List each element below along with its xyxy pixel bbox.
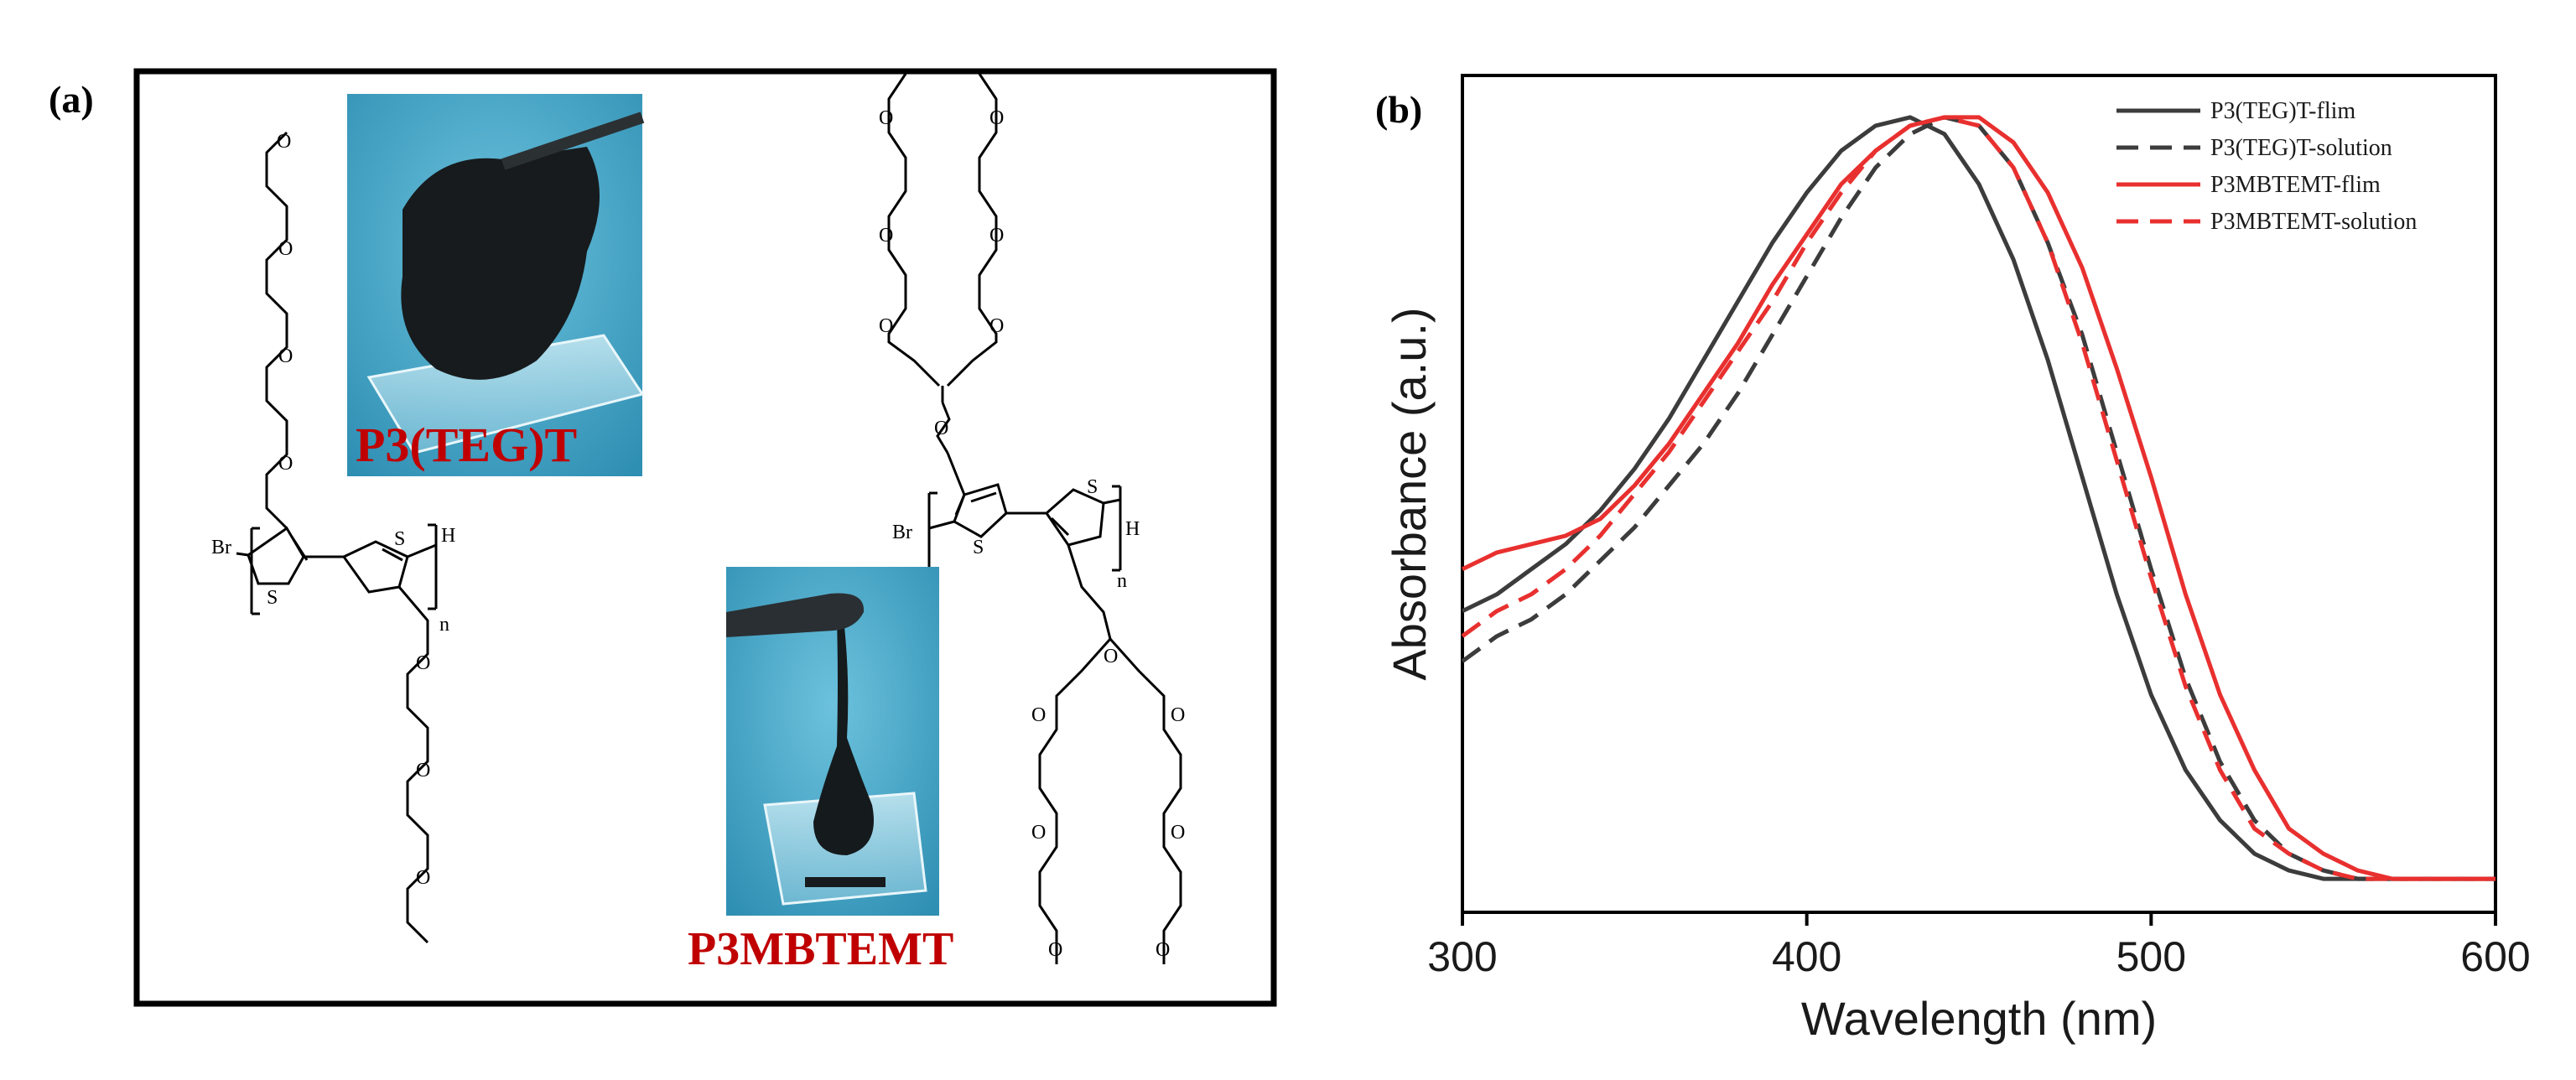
panel-label-b: (b) — [1375, 88, 1423, 131]
end-group-h: H — [441, 525, 455, 547]
atom-o: O — [989, 315, 1004, 337]
series-layer — [1461, 115, 2496, 881]
legend-label-1: P3(TEG)T-flim — [2210, 98, 2355, 124]
repeat-n: n — [1117, 570, 1127, 592]
polymer-strip — [805, 877, 886, 887]
plot-area-frame — [1461, 74, 2497, 914]
photo-p3mbtemt — [726, 567, 939, 916]
x-tick-label: 400 — [1772, 933, 1841, 980]
atom-o: O — [1031, 822, 1046, 844]
photo-caption-p3mbtemt: P3MBTEMT — [688, 923, 953, 975]
atom-o: O — [989, 225, 1004, 247]
atom-o: O — [879, 315, 893, 337]
legend-label-4: P3MBTEMT-solution — [2210, 209, 2417, 235]
atom-o: O — [278, 345, 293, 367]
atom-o: O — [277, 131, 291, 153]
molecule-p3tegt-structure — [236, 131, 438, 944]
legend-label-3: P3MBTEMT-flim — [2210, 172, 2381, 198]
tick-layer: 300 400 500 600 — [1427, 912, 2531, 980]
atom-o: O — [1171, 822, 1185, 844]
end-group-br: Br — [211, 537, 231, 558]
panel-a: O O O O Br S S H n O O O P3(TEG)T — [133, 68, 1277, 1007]
legend: P3(TEG)T-flim P3(TEG)T-solution P3MBTEMT-f… — [2116, 98, 2417, 235]
atom-o: O — [989, 107, 1004, 129]
x-tick-label: 600 — [2460, 933, 2530, 980]
molecule-p3mbtemt-structure — [887, 73, 1182, 964]
tweezer — [501, 112, 645, 170]
end-group-br: Br — [892, 522, 912, 543]
atom-o: O — [934, 418, 948, 439]
atom-o: O — [416, 760, 430, 781]
polymer-droplet — [813, 619, 874, 855]
atom-o: O — [416, 867, 430, 889]
x-tick-label: 300 — [1427, 933, 1497, 980]
repeat-n: n — [439, 614, 449, 636]
atom-o: O — [1156, 939, 1170, 961]
ring-sulfur: S — [1087, 476, 1098, 498]
atom-o: O — [1048, 939, 1062, 961]
spatula — [726, 593, 865, 637]
photo-caption-p3tegt: P3(TEG)T — [356, 418, 577, 472]
series-line-3 — [1461, 115, 2496, 881]
ring-sulfur: S — [267, 587, 278, 609]
photo-p3tegt: P3(TEG)T — [347, 94, 645, 476]
series-line-4 — [1461, 115, 2496, 881]
y-axis-label: Absorbance (a.u.) — [1383, 307, 1436, 680]
panel-label-a: (a) — [49, 78, 94, 121]
atom-o: O — [416, 652, 430, 674]
x-axis-label: Wavelength (nm) — [1801, 992, 2157, 1045]
legend-label-2: P3(TEG)T-solution — [2210, 135, 2392, 161]
atom-o: O — [278, 238, 293, 260]
end-group-h: H — [1125, 518, 1140, 540]
atom-o: O — [1031, 704, 1046, 726]
panel-a-frame — [133, 68, 1277, 1007]
series-line-1 — [1461, 115, 2496, 881]
atom-o: O — [879, 107, 893, 129]
x-tick-label: 500 — [2116, 933, 2186, 980]
molecule-p3tegt-atoms: O O O O Br S S H n O O O — [211, 131, 455, 889]
atom-o: O — [1171, 704, 1185, 726]
atom-o: O — [879, 225, 893, 247]
polymer-film — [401, 147, 600, 380]
molecule-p3mbtemt-atoms: O O O O O O O Br S S H n O O O O O O O — [879, 107, 1185, 961]
panel-b-chart: 300 400 500 600 Wavelength (nm) Absorbance … — [1383, 74, 2531, 1045]
ring-sulfur: S — [394, 528, 405, 550]
ring-sulfur: S — [973, 537, 984, 558]
atom-o: O — [1104, 646, 1118, 667]
atom-o: O — [278, 453, 293, 475]
